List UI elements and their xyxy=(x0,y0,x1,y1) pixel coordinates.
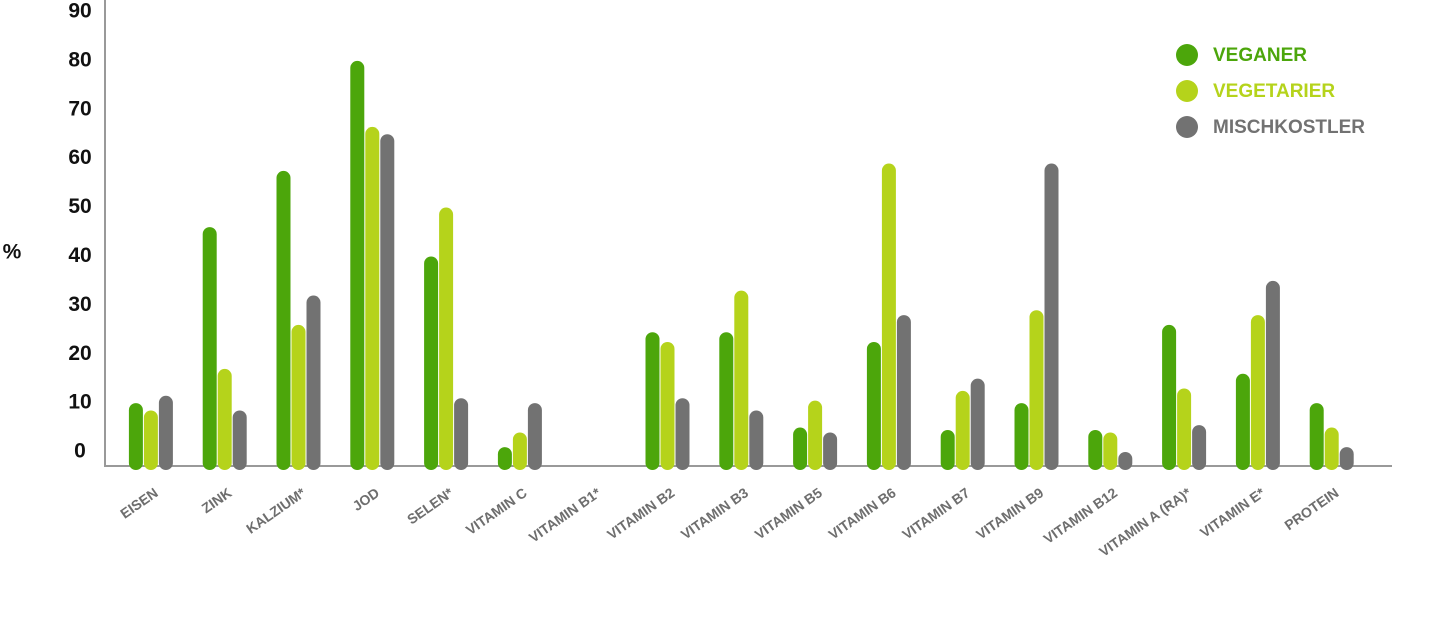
bar xyxy=(1177,388,1192,470)
y-tick-label: 80 xyxy=(68,48,91,71)
x-tick-label: SELEN* xyxy=(404,484,456,527)
bar xyxy=(1088,430,1103,470)
legend-marker xyxy=(1176,44,1198,66)
legend-label: VEGANER xyxy=(1213,45,1307,66)
bar xyxy=(1339,447,1354,470)
x-tick-label: VITAMIN B2 xyxy=(604,484,677,542)
y-tick-label: 40 xyxy=(68,244,91,267)
bar xyxy=(1192,425,1207,470)
bar xyxy=(202,227,217,470)
x-tick-label: VITAMIN E* xyxy=(1197,484,1268,541)
bar xyxy=(1103,432,1118,470)
bar xyxy=(1029,310,1044,470)
bar xyxy=(232,410,247,470)
x-tick-label: VITAMIN B3 xyxy=(678,484,751,542)
y-tick-label: 0 xyxy=(74,440,86,463)
bar xyxy=(675,398,690,470)
x-tick-label: VITAMIN B9 xyxy=(973,484,1046,542)
bar xyxy=(970,378,985,470)
bar xyxy=(217,368,232,470)
y-axis-label: % xyxy=(3,241,22,264)
bar xyxy=(439,207,454,471)
y-tick-label: 60 xyxy=(68,146,91,169)
y-tick-label: 70 xyxy=(68,97,91,120)
bar xyxy=(719,332,734,470)
bar xyxy=(512,432,527,470)
bar xyxy=(734,290,749,470)
bar xyxy=(143,410,158,470)
bar xyxy=(276,170,291,470)
bar xyxy=(749,410,764,470)
bar xyxy=(896,315,911,470)
bar xyxy=(823,432,838,470)
x-tick-label: VITAMIN B5 xyxy=(752,484,825,542)
x-tick-label: VITAMIN B7 xyxy=(899,484,972,542)
x-tick-label: EISEN xyxy=(117,484,161,521)
bar xyxy=(1044,163,1059,471)
legend-label: VEGETARIER xyxy=(1213,81,1335,102)
legend-marker xyxy=(1176,116,1198,138)
bar xyxy=(365,126,380,470)
bar xyxy=(380,134,395,470)
bar xyxy=(1309,403,1324,470)
bar xyxy=(1162,324,1177,470)
x-tick-label: KALZIUM* xyxy=(243,484,309,537)
y-tick-label: 90 xyxy=(68,0,91,23)
y-tick-label: 30 xyxy=(68,293,91,316)
bar xyxy=(1324,427,1339,470)
bar xyxy=(527,403,542,470)
x-tick-label: JOD xyxy=(349,484,382,514)
x-tick-label: PROTEIN xyxy=(1281,484,1341,533)
bar xyxy=(424,256,439,470)
y-tick-label: 50 xyxy=(68,195,91,218)
bar xyxy=(1235,373,1250,470)
bar xyxy=(940,430,955,470)
bar xyxy=(497,447,512,470)
legend-marker xyxy=(1176,80,1198,102)
bar xyxy=(350,60,365,471)
x-tick-label: VITAMIN B1* xyxy=(526,484,604,545)
bar xyxy=(128,403,143,470)
bar xyxy=(1265,280,1280,470)
bar xyxy=(881,163,896,471)
bar xyxy=(660,342,675,470)
x-tick-label: VITAMIN C xyxy=(463,484,530,538)
x-tick-label: VITAMIN B6 xyxy=(825,484,898,542)
bar xyxy=(808,400,823,470)
bar xyxy=(1118,452,1133,470)
bar xyxy=(955,390,970,470)
bar xyxy=(291,324,306,470)
y-tick-label: 10 xyxy=(68,391,91,414)
bar xyxy=(454,398,469,470)
bar xyxy=(1014,403,1029,470)
bar xyxy=(645,332,660,470)
x-tick-label: ZINK xyxy=(199,484,235,516)
legend-label: MISCHKOSTLER xyxy=(1213,117,1365,138)
bar xyxy=(793,427,808,470)
bar xyxy=(158,395,173,470)
y-tick-label: 20 xyxy=(68,342,91,365)
bar xyxy=(1250,315,1265,470)
bar xyxy=(866,342,881,470)
bar xyxy=(306,295,321,470)
